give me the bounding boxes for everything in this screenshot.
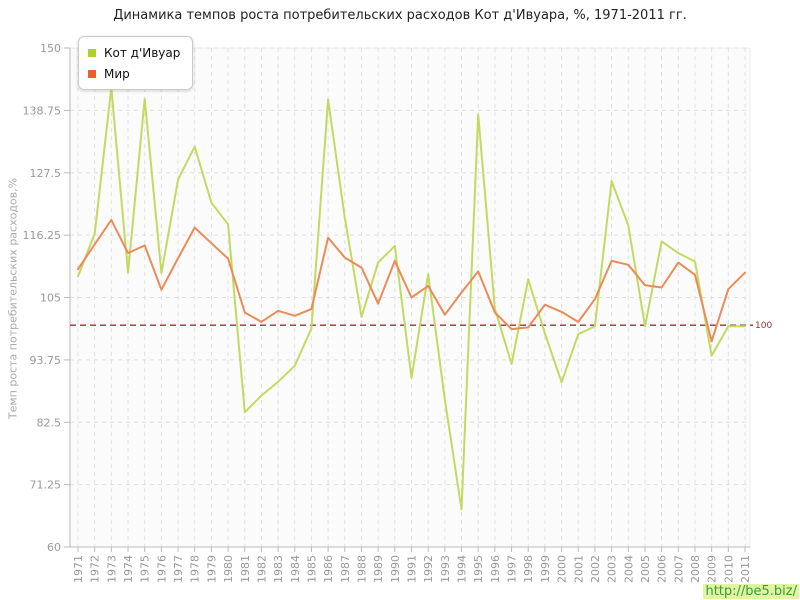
x-tick-label: 1978 [189,555,202,583]
y-axis-title: Темп роста потребительских расходов,% [6,177,20,420]
legend-swatch-icon [88,69,96,78]
watermark-link[interactable]: http://be5.biz/ [703,584,799,599]
x-tick-label: 1986 [322,555,335,583]
x-tick-label: 1975 [139,555,152,583]
x-tick-label: 2011 [739,555,752,583]
x-tick-label: 1977 [172,555,185,583]
legend-swatch-icon [88,48,96,57]
x-tick-label: 2000 [556,555,569,583]
x-tick-label: 1996 [489,555,502,583]
x-tick-label: 1997 [506,555,519,583]
x-tick-label: 1972 [89,555,102,583]
x-tick-label: 1992 [422,555,435,583]
x-tick-label: 1981 [239,555,252,583]
x-tick-label: 2010 [722,555,735,583]
x-tick-label: 1995 [472,555,485,583]
x-tick-label: 1982 [255,555,268,583]
y-tick-label: 71.25 [30,479,62,492]
x-tick-label: 1989 [372,555,385,583]
legend: Кот д'Ивуар Мир [78,36,194,90]
legend-item-world[interactable]: Мир [88,63,180,84]
x-tick-label: 2002 [589,555,602,583]
x-tick-label: 1988 [355,555,368,583]
y-tick-label: 138.75 [23,104,62,117]
x-tick-label: 1991 [406,555,419,583]
y-tick-label: 60 [47,541,61,554]
x-tick-label: 1990 [389,555,402,583]
x-tick-label: 2006 [656,555,669,583]
x-tick-label: 2007 [672,555,685,583]
y-tick-label: 93.75 [30,354,62,367]
x-tick-label: 1985 [305,555,318,583]
x-tick-label: 1998 [522,555,535,583]
x-tick-label: 1984 [289,555,302,583]
x-tick-label: 1973 [105,555,118,583]
x-tick-label: 2008 [689,555,702,583]
x-tick-label: 2004 [622,555,635,583]
x-tick-label: 1999 [539,555,552,583]
x-tick-label: 1974 [122,555,135,583]
y-tick-label: 82.5 [37,416,62,429]
series-line-cote-divoire [77,86,746,511]
x-tick-label: 1987 [339,555,352,583]
x-tick-label: 2003 [606,555,619,583]
y-tick-label: 150 [40,42,61,55]
x-tick-label: 2005 [639,555,652,583]
x-tick-label: 1971 [72,555,85,583]
x-tick-label: 1993 [439,555,452,583]
x-tick-label: 1980 [222,555,235,583]
chart-title: Динамика темпов роста потребительских ра… [113,8,687,23]
legend-item-cote-divoire[interactable]: Кот д'Ивуар [88,42,180,63]
x-tick-label: 1976 [155,555,168,583]
x-tick-label: 1994 [456,555,469,583]
x-axis-tick-labels: 1971 1972 1973 1974 1975 1976 1977 1978 1979 1980… [72,555,752,583]
y-axis-tick-labels: 150 138.75 127.5 116.25 105 93.75 82.5 71.25 60 [23,42,62,554]
legend-item-label: Кот д'Ивуар [104,45,181,60]
y-tick-label: 127.5 [30,167,62,180]
x-tick-label: 1979 [205,555,218,583]
y-tick-label: 116.25 [23,229,62,242]
x-tick-label: 1983 [272,555,285,583]
y-tick-label: 105 [40,292,61,305]
x-tick-label: 2009 [706,555,719,583]
legend-item-label: Мир [104,66,130,81]
series-line-world [77,218,746,343]
x-tick-label: 2001 [572,555,585,583]
reference-line-label: 100 [755,321,772,331]
